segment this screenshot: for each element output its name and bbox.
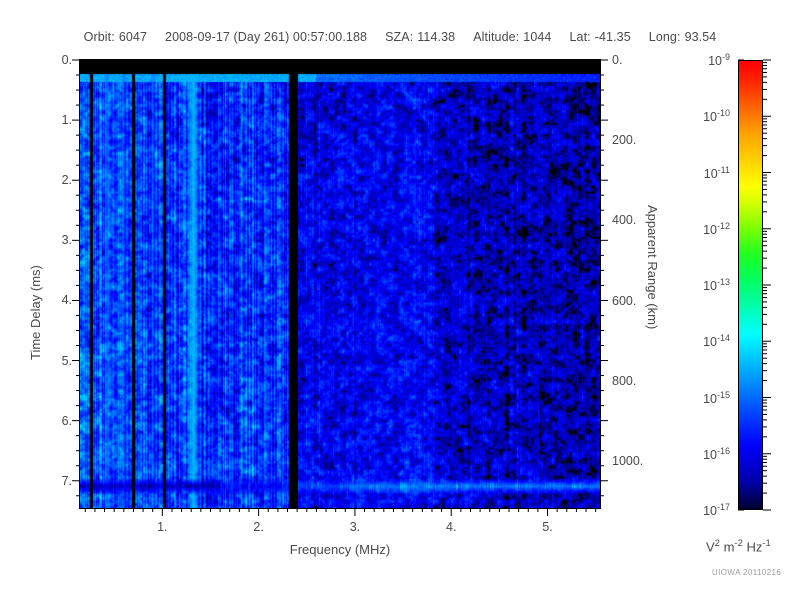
- header-field-3: Altitude: 1044: [473, 30, 551, 44]
- x-axis-title: Frequency (MHz): [289, 542, 391, 557]
- colorbar-tick-mantissa-3: 10: [703, 222, 717, 237]
- header-field-value-3: 1044: [523, 30, 552, 44]
- colorbar-tick-mantissa-5: 10: [703, 335, 717, 350]
- unit-volts: V: [706, 539, 715, 555]
- colorbar-tick-mantissa-4: 10: [703, 279, 717, 294]
- y-axis-tick-right-0: 0.: [612, 53, 623, 67]
- x-axis-tick-2: 3.: [349, 520, 361, 534]
- colorbar-tick-exponent-8: -17: [716, 501, 730, 512]
- y-axis-title-right: Apparent Range (km): [645, 205, 660, 330]
- header-field-4: Lat: -41.35: [569, 30, 630, 44]
- credit-footer: UIOWA 20110216: [712, 568, 782, 577]
- colorbar-tick-1: 10-10: [684, 108, 730, 124]
- y-axis-tick-left-1: 1.: [61, 113, 72, 128]
- header-field-label-4: Lat:: [569, 30, 591, 44]
- colorbar-unit-label: V2 m-2 Hz-1: [706, 538, 771, 554]
- header-field-0: Orbit: 6047: [84, 30, 147, 44]
- unit-hertz: Hz: [742, 539, 763, 555]
- colorbar-tick-mantissa-8: 10: [703, 504, 717, 519]
- unit-meters: m: [719, 539, 735, 555]
- y-axis-tick-right-4: 800.: [612, 373, 637, 388]
- colorbar-tick-0: 10-9: [684, 52, 730, 68]
- colorbar-tick-mantissa-0: 10: [708, 54, 722, 69]
- y-axis-tick-left-4: 4.: [61, 293, 72, 308]
- header-field-value-5: 93.54: [684, 30, 717, 44]
- colorbar-tick-exponent-4: -13: [716, 276, 730, 287]
- colorbar-tick-exponent-7: -16: [716, 445, 730, 456]
- y-axis-tick-left-3: 3.: [61, 233, 72, 248]
- header-field-label-2: SZA:: [385, 30, 414, 44]
- y-axis-tick-left-2: 2.: [61, 173, 72, 188]
- header-field-label-0: Orbit:: [83, 30, 115, 44]
- y-axis-tick-right-2: 400.: [612, 213, 637, 228]
- colorbar-gradient: [738, 60, 763, 510]
- unit-meters-exponent: -2: [734, 538, 743, 549]
- header-field-1: 2008-09-17 (Day 261) 00:57:00.188: [165, 30, 367, 44]
- y-axis-tick-left-7: 7.: [61, 473, 72, 488]
- colorbar-tick-exponent-0: -9: [721, 51, 730, 62]
- unit-volts-exponent: 2: [714, 538, 720, 549]
- colorbar-tick-exponent-1: -10: [716, 108, 730, 119]
- header-field-2: SZA: 114.38: [385, 30, 455, 44]
- header-field-label-5: Long:: [648, 30, 681, 44]
- colorbar-tick-3: 10-12: [684, 221, 730, 237]
- x-axis-tick-3: 4.: [446, 520, 457, 534]
- header-field-label-3: Altitude:: [473, 30, 520, 44]
- x-axis-tick-4: 5.: [542, 520, 553, 534]
- colorbar-tick-mantissa-1: 10: [703, 110, 717, 125]
- header-field-5: Long: 93.54: [649, 30, 717, 44]
- spectrogram-plot-area: [80, 60, 600, 508]
- colorbar-tick-mantissa-2: 10: [703, 166, 718, 181]
- y-axis-tick-left-5: 5.: [61, 353, 72, 368]
- colorbar-tick-5: 10-14: [684, 333, 730, 349]
- colorbar-tick-7: 10-16: [684, 446, 730, 462]
- header-field-value-0: 6047: [118, 30, 148, 44]
- colorbar-tick-exponent-6: -15: [716, 389, 730, 400]
- colorbar-tick-6: 10-15: [684, 389, 730, 405]
- y-axis-tick-right-5: 1000.: [612, 454, 644, 469]
- colorbar-tick-exponent-3: -12: [716, 220, 730, 231]
- header-field-value-2: 114.38: [417, 30, 456, 44]
- unit-hertz-exponent: -1: [762, 538, 771, 549]
- colorbar-tick-8: 10-17: [684, 502, 730, 518]
- y-axis-tick-left-0: 0.: [61, 53, 72, 67]
- colorbar-tick-4: 10-13: [684, 277, 730, 293]
- header-field-value-4: -41.35: [594, 30, 631, 44]
- figure-header: Orbit: 6047 2008-09-17 (Day 261) 00:57:00.…: [0, 30, 800, 44]
- colorbar-tick-mantissa-7: 10: [703, 447, 717, 462]
- y-axis-tick-left-6: 6.: [61, 413, 72, 428]
- y-axis-title-left: Time Delay (ms): [28, 265, 43, 360]
- x-axis-tick-0: 1.: [157, 520, 168, 534]
- header-field-value-1: 2008-09-17 (Day 261) 00:57:00.188: [165, 30, 368, 44]
- colorbar-tick-mantissa-6: 10: [703, 391, 717, 406]
- y-axis-tick-right-3: 600.: [612, 293, 637, 308]
- x-axis-tick-1: 2.: [253, 520, 264, 534]
- spectrogram-canvas: [80, 60, 600, 508]
- colorbar-tick-exponent-2: -11: [717, 164, 730, 175]
- y-axis-tick-right-1: 200.: [612, 133, 637, 148]
- colorbar-tick-exponent-5: -14: [716, 333, 730, 344]
- colorbar-tick-2: 10-11: [684, 164, 730, 180]
